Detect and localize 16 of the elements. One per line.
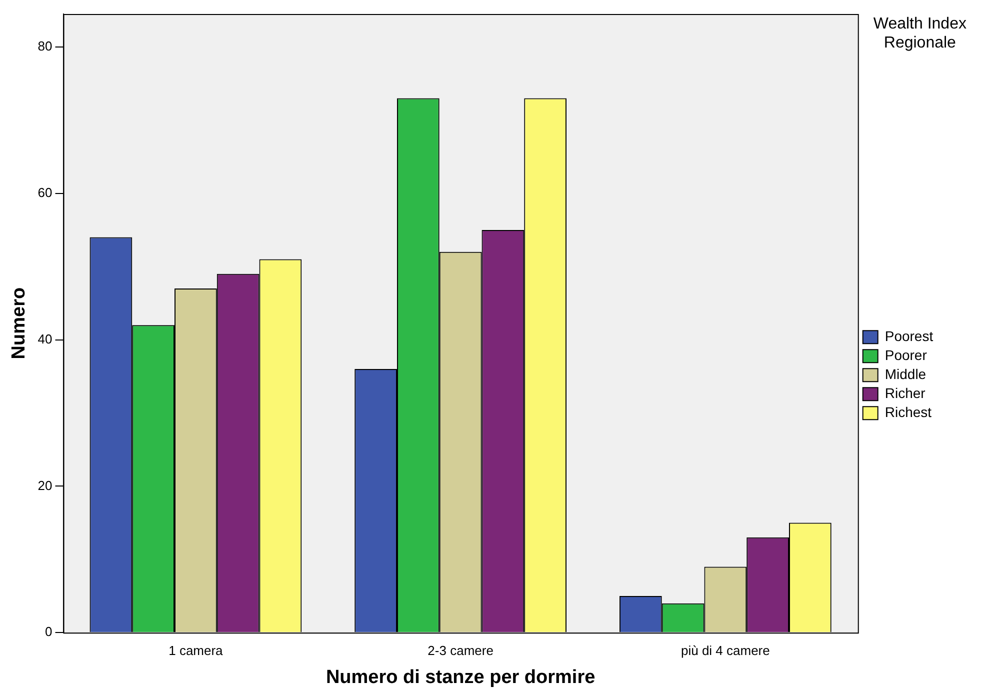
y-tick-label: 40	[38, 331, 52, 346]
legend-label: Richer	[884, 384, 964, 401]
legend-label: Poorest	[884, 328, 972, 344]
x-axis-title: Numero di stanze per dormire	[326, 666, 596, 688]
legend-title: Wealth Index Regionale	[873, 15, 966, 52]
y-tick-label: 0	[45, 624, 52, 640]
x-tick-label: 2-3 camere	[428, 642, 494, 658]
legend-label: Richest	[884, 404, 970, 420]
x-tick-label: più di 4 camere	[680, 642, 770, 658]
legend-label: Poorer	[884, 346, 966, 363]
y-tick-label: 60	[38, 184, 52, 200]
y-tick-label: 80	[38, 38, 52, 54]
y-axis-title: Numero	[8, 287, 30, 360]
y-tick-label: 20	[38, 478, 52, 493]
legend-label: Middle	[884, 366, 965, 382]
x-tick-label: 1 camera	[168, 642, 224, 658]
